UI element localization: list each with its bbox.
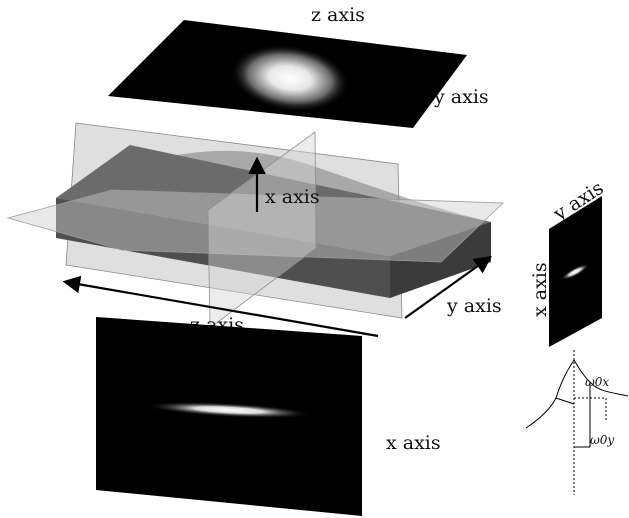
- bottom-panel-x-label: x axis: [386, 432, 441, 454]
- y-axis-arrow: [404, 255, 492, 319]
- waveguide-slab: [56, 145, 491, 298]
- bottom-intensity-panel: [96, 317, 362, 516]
- top-panel-z-label: z axis: [311, 4, 365, 26]
- omega-y-label: ω0y: [590, 433, 614, 447]
- vertical-plane: [207, 131, 317, 329]
- mode-profile-sketch: [525, 350, 629, 495]
- side-panel-x-label: x axis: [529, 262, 551, 317]
- top-panel-y-label: y axis: [433, 86, 489, 108]
- side-intensity-panel: [549, 196, 602, 347]
- omega-x-label: ω0x: [585, 375, 609, 389]
- horizontal-plane: [6, 189, 504, 263]
- bottom-y-label: y axis: [446, 295, 502, 317]
- z-axis-arrow: [62, 275, 379, 338]
- center-x-label: x axis: [265, 186, 320, 208]
- top-intensity-panel: [108, 20, 467, 128]
